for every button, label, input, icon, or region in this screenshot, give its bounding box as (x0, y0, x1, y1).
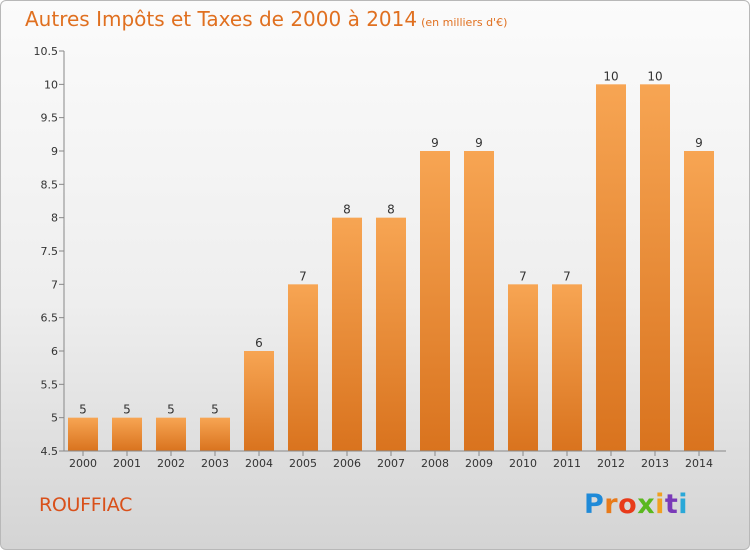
bar-value-label: 8 (387, 203, 395, 217)
y-tick-label: 7 (51, 278, 58, 291)
bars: 5 5 5 5 6 7 8 8 9 9 7 7 10 10 9 (68, 69, 714, 451)
bar-value-label: 7 (299, 269, 307, 283)
bar-value-label: 5 (167, 403, 175, 417)
bar-2004 (244, 351, 274, 451)
bar-value-label: 5 (79, 403, 87, 417)
y-tick-label: 5.5 (41, 378, 59, 391)
bar-value-label: 9 (475, 136, 483, 150)
bar-value-label: 8 (343, 203, 351, 217)
x-tick-label: 2004 (245, 457, 273, 470)
commune-name: ROUFFIAC (39, 494, 133, 516)
y-tick-label: 9.5 (41, 112, 59, 125)
logo-letter: i (655, 489, 665, 520)
bar-2005 (288, 284, 318, 451)
x-tick-label: 2011 (553, 457, 581, 470)
x-tick-label: 2013 (641, 457, 669, 470)
x-axis: 2000 2001 2002 2003 2004 2005 2006 2007 2008 2009… (64, 450, 726, 470)
y-tick-label: 10.5 (34, 45, 59, 58)
x-tick-label: 2010 (509, 457, 537, 470)
y-tick-label: 8.5 (41, 178, 59, 191)
x-tick-label: 2014 (685, 457, 713, 470)
x-tick-label: 2008 (421, 457, 449, 470)
bar-2007 (376, 217, 406, 451)
bar-value-label: 10 (647, 69, 662, 83)
bar-value-label: 6 (255, 336, 263, 350)
proxiti-logo: Proxiti (584, 489, 688, 520)
x-tick-label: 2009 (465, 457, 493, 470)
bar-2006 (332, 217, 362, 451)
y-tick-label: 4.5 (41, 445, 59, 458)
bar-value-label: 5 (211, 403, 219, 417)
y-tick-label: 5 (51, 412, 58, 425)
chart-title-text: Autres Impôts et Taxes de 2000 à 2014 (25, 7, 418, 31)
bar-2001 (112, 417, 142, 451)
y-tick-label: 9 (51, 145, 58, 158)
x-tick-label: 2002 (157, 457, 185, 470)
y-tick-label: 7.5 (41, 245, 59, 258)
logo-letter: x (637, 489, 656, 520)
logo-letter: r (604, 489, 619, 520)
bar-2013 (640, 84, 670, 451)
logo-letter: i (678, 489, 689, 520)
bar-2008 (420, 151, 450, 451)
y-tick-label: 10 (44, 78, 58, 91)
bar-2010 (508, 284, 538, 451)
logo-letter: t (664, 489, 679, 520)
x-tick-label: 2007 (377, 457, 405, 470)
bar-2000 (68, 417, 98, 451)
x-tick-label: 2006 (333, 457, 361, 470)
x-tick-label: 2005 (289, 457, 317, 470)
chart-subtitle: (en milliers d'€) (421, 16, 508, 29)
logo-letter: o (618, 489, 638, 520)
x-tick-label: 2012 (597, 457, 625, 470)
bar-2003 (200, 417, 230, 451)
y-tick-label: 6 (51, 345, 58, 358)
x-tick-label: 2001 (113, 457, 141, 470)
bar-value-label: 5 (123, 403, 131, 417)
x-tick-label: 2000 (69, 457, 97, 470)
bar-value-label: 7 (563, 269, 571, 283)
bar-value-label: 9 (431, 136, 439, 150)
y-axis: 4.5 5 5.5 6 6.5 7 7.5 8 8.5 9 9.5 10 10.5 (34, 45, 65, 458)
bar-2011 (552, 284, 582, 451)
bar-value-label: 10 (603, 69, 618, 83)
bar-2014 (684, 151, 714, 451)
bar-value-label: 7 (519, 269, 527, 283)
bar-2009 (464, 151, 494, 451)
chart-title: Autres Impôts et Taxes de 2000 à 2014 (en… (25, 7, 507, 31)
bar-value-label: 9 (695, 136, 703, 150)
y-tick-label: 6.5 (41, 312, 59, 325)
bar-2012 (596, 84, 626, 451)
y-tick-label: 8 (51, 212, 58, 225)
logo-letter: P (584, 489, 605, 520)
x-tick-label: 2003 (201, 457, 229, 470)
bar-2002 (156, 417, 186, 451)
